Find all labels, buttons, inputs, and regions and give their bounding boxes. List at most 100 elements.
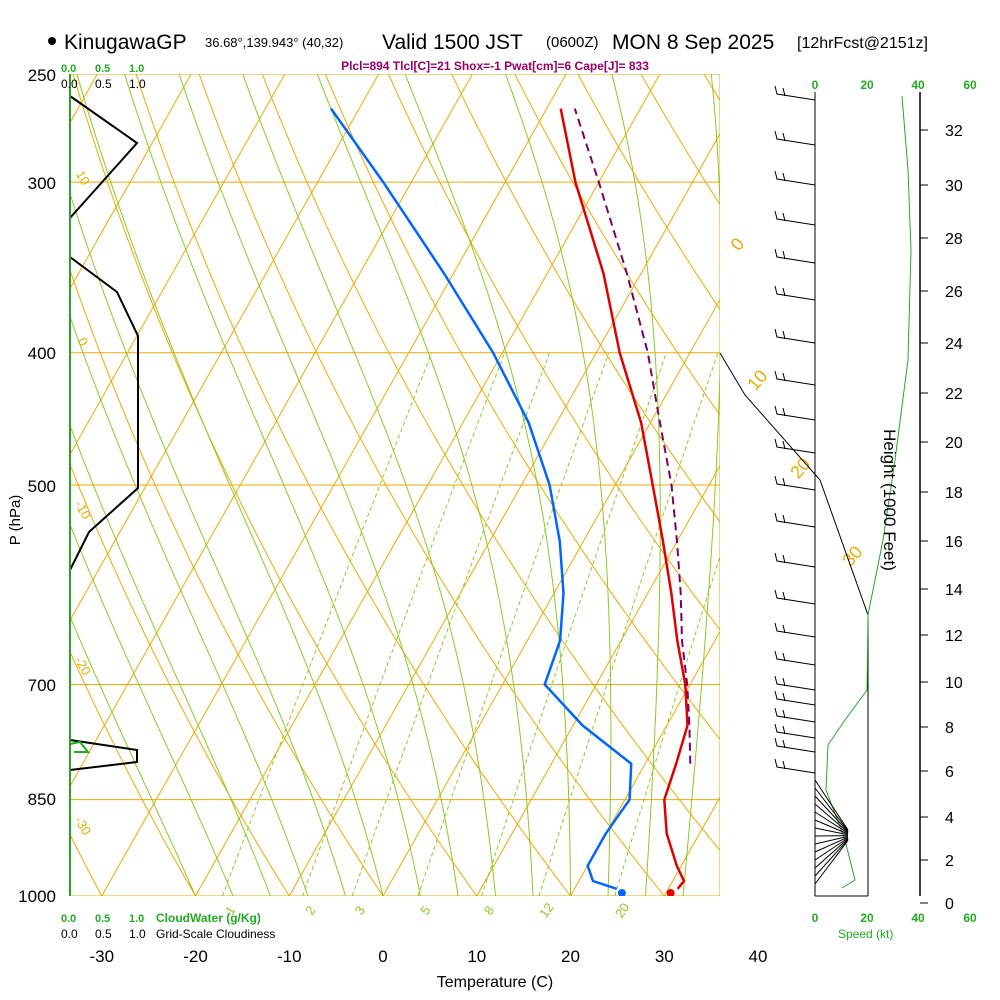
mixing-ratio-label: 5: [417, 903, 433, 918]
wind-barb: [774, 370, 816, 386]
bottom-scale-green: 0.0: [61, 913, 76, 925]
pressure-label: 700: [28, 676, 56, 695]
wind-barb: [774, 737, 816, 753]
isotherm: [70, 74, 380, 622]
isotherm: [70, 74, 473, 788]
valid-date: MON 8 Sep 2025: [612, 31, 774, 54]
adiabat-label: -30: [72, 814, 94, 838]
x-tick-label: 40: [749, 947, 768, 966]
wind-barb: [774, 248, 816, 264]
wind-barb: [774, 589, 816, 605]
dry-adiabat: [72, 74, 478, 896]
station-name: KinugawaGP: [64, 31, 187, 54]
wind-barb: [774, 438, 816, 454]
moist-adiabat: [70, 523, 234, 896]
x-axis-title: Temperature (C): [437, 974, 553, 991]
wind-barb-flag: [782, 725, 786, 735]
x-tick-label: 20: [561, 947, 580, 966]
wind-barb: [774, 690, 816, 706]
pressure-label: 1000: [18, 887, 56, 906]
dry-adiabat: [70, 650, 196, 896]
pressure-label: 400: [28, 344, 56, 363]
wind-barb: [814, 779, 849, 831]
mixing-ratio-label: 12: [536, 900, 557, 920]
height-tick-label: 22: [945, 386, 963, 403]
wind-barb: [774, 707, 816, 723]
isotherm: [70, 74, 286, 456]
wind-barb: [774, 512, 816, 528]
mixing-ratio-label: 3: [352, 903, 368, 918]
wind-barb-flag: [782, 250, 786, 260]
isotherm: [0, 74, 4, 896]
pressure-label: 850: [28, 790, 56, 809]
isotherm: [476, 464, 720, 896]
station-coords: 36.68°,139.943° (40,32): [205, 35, 343, 50]
wind-barb: [774, 475, 816, 491]
mixing-ratio-line: [481, 352, 667, 896]
mixing-ratio-line: [538, 352, 719, 896]
dry-adiabat: [956, 74, 1000, 896]
wind-barb: [774, 170, 816, 186]
wind-barb-flag: [782, 132, 786, 142]
speed-tick-bottom: 20: [860, 911, 874, 925]
height-tick-label: 32: [945, 123, 963, 140]
moist-adiabat: [682, 74, 720, 896]
wind-barb-flag: [782, 739, 786, 749]
height-tick-label: 14: [945, 582, 963, 599]
top-scale-black: 0.5: [95, 77, 112, 91]
dry-adiabat: [0, 74, 8, 896]
wind-barb: [814, 839, 849, 877]
wind-barb: [774, 85, 816, 101]
mixing-ratio-label: 20: [612, 900, 633, 920]
moist-adiabat: [611, 74, 661, 896]
moist-adiabat: [124, 74, 421, 896]
wind-barb-flag: [782, 692, 786, 702]
mixing-ratio-line: [351, 352, 551, 896]
wind-barb: [774, 285, 816, 301]
x-tick-label: -30: [90, 947, 115, 966]
height-tick-label: 10: [945, 675, 963, 692]
wind-barb: [814, 811, 849, 834]
wind-barb-flag: [782, 514, 786, 524]
speed-tick-bottom: 60: [963, 911, 977, 925]
wind-barb-flag: [782, 407, 786, 417]
wind-barb-flag: [782, 760, 786, 770]
wind-barb: [774, 552, 816, 568]
dry-adiabat: [70, 268, 384, 896]
wind-barb: [814, 840, 849, 885]
mixing-ratio-line: [221, 352, 433, 896]
bottom-scale-green: 0.5: [95, 913, 110, 925]
wind-barb: [814, 787, 849, 832]
top-scale-green: 0.0: [61, 63, 76, 75]
height-tick-label: 0: [945, 896, 954, 913]
mixing-ratio-line: [302, 352, 506, 896]
height-tick-label: 24: [945, 336, 963, 353]
dry-adiabat: [198, 74, 665, 896]
wind-barb: [814, 836, 849, 853]
y-axis-title: P (hPa): [7, 495, 24, 546]
wind-barb-flag: [782, 477, 786, 487]
surface-dewpoint-point: [617, 889, 626, 896]
cloudiness-label: Grid-Scale Cloudiness: [156, 927, 275, 941]
isotherm: [70, 74, 192, 290]
speed-tick-bottom: 0: [812, 911, 819, 925]
speed-tick-bottom: 40: [911, 911, 925, 925]
mixing-ratio-line: [614, 554, 720, 896]
wind-barb: [814, 795, 849, 832]
dry-adiabat: [830, 74, 1000, 896]
region-boundary: [719, 352, 869, 896]
wind-barb: [774, 650, 816, 666]
isotherm: [288, 132, 720, 896]
dry-adiabat: [135, 74, 571, 896]
isotherm: [195, 74, 661, 896]
forecast-info: [12hrFcst@2151z]: [797, 35, 928, 52]
wind-barb-flag: [782, 330, 786, 340]
moist-adiabat: [404, 74, 571, 896]
wind-barb: [814, 838, 849, 869]
isotherm: [101, 74, 567, 896]
wind-barb-flag: [782, 212, 786, 222]
mixing-ratio-label: 8: [481, 903, 497, 918]
adiabat-label: -10: [72, 498, 94, 522]
wind-barb: [774, 675, 816, 691]
